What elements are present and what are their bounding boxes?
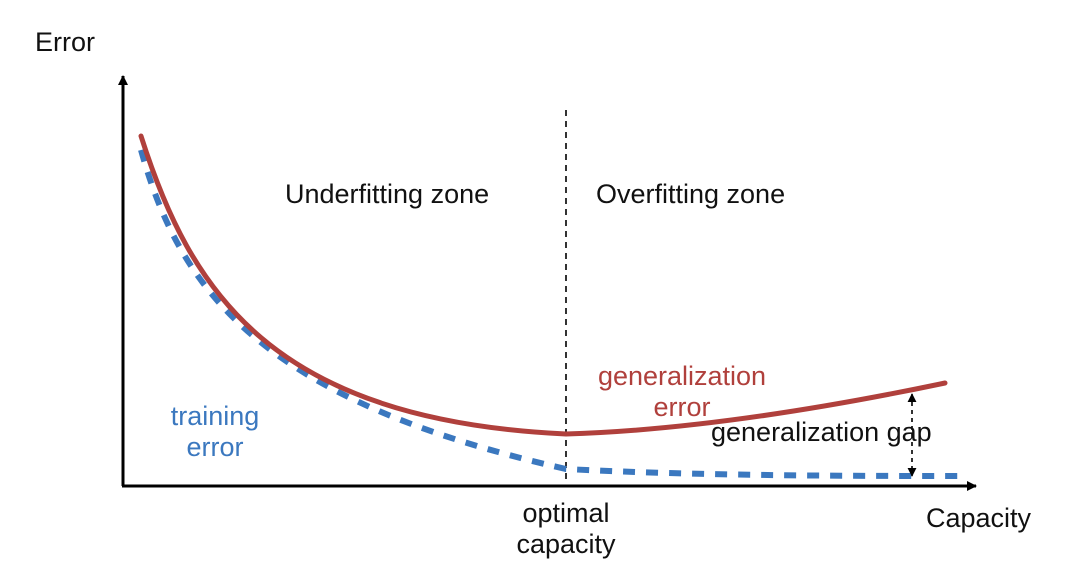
training-error-line1: training <box>170 401 260 431</box>
optimal-capacity-line2: capacity <box>516 529 616 559</box>
y-axis-label: Error <box>35 27 95 57</box>
generalization-error-label: generalization error <box>574 361 790 423</box>
optimal-capacity-line1: optimal <box>522 498 610 528</box>
training-error-label: training error <box>145 401 285 463</box>
x-axis-label: Capacity <box>926 503 1032 533</box>
underfitting-zone-label: Underfitting zone <box>285 179 490 209</box>
training-error-curve <box>138 149 969 479</box>
training-error-line2: error <box>186 432 244 462</box>
optimal-capacity-label: optimal capacity <box>486 498 646 560</box>
generalization-error-curve <box>138 133 948 437</box>
generalization-error-line1: generalization <box>597 361 767 391</box>
overfitting-zone-label: Overfitting zone <box>596 179 786 209</box>
generalization-gap-label: generalization gap <box>711 417 932 447</box>
generalization-error-line2: error <box>653 392 711 422</box>
